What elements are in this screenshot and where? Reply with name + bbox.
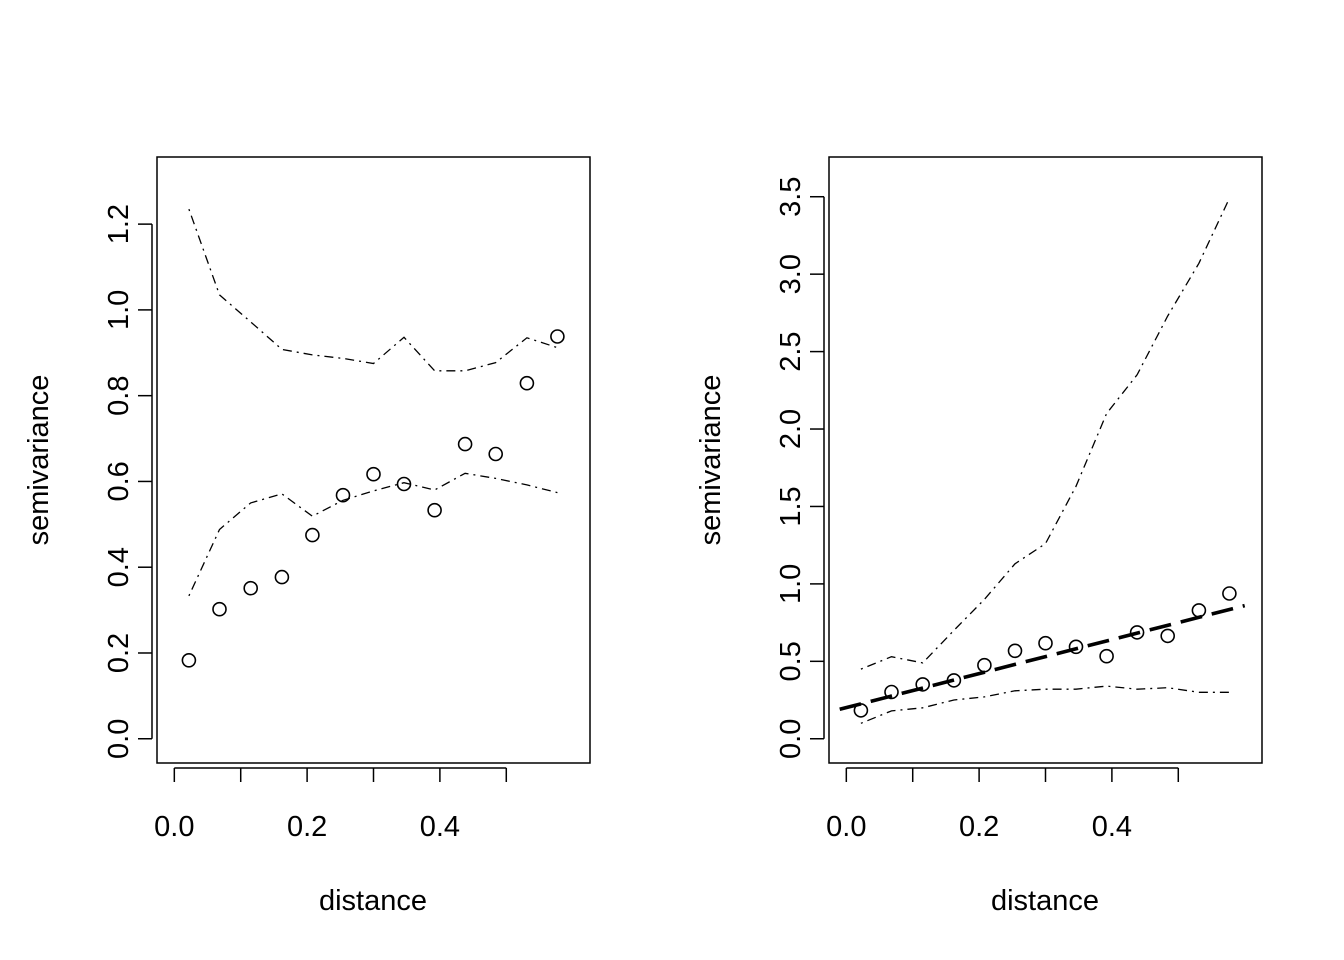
panel-right-x-tick-label-4: 0.4 [1092, 811, 1132, 843]
panel-right-x-axis-label: distance [991, 885, 1099, 917]
panel-right-y-axis-label: semivariance [695, 375, 727, 546]
panel-right-series-envelope-lower [860, 685, 1230, 724]
panel-right-point-5 [1007, 643, 1023, 659]
panel-left-point-0 [181, 652, 197, 668]
panel-left-point-10 [488, 446, 504, 462]
panel-right-point-9 [1129, 625, 1145, 640]
panel-right-y-tick-label-0: 0.0 [775, 719, 807, 759]
panel-right-y-axis: 0.0 0.5 1.0 1.5 2.0 2.5 3.0 3.5 [775, 177, 825, 759]
panel-left-x-tick-label-2: 0.2 [287, 811, 327, 843]
panel-right-y-tick-label-6: 3.0 [775, 254, 807, 294]
panel-right-point-1 [884, 684, 899, 700]
panel-left-point-6 [366, 466, 381, 482]
panel-left-plot-frame [156, 156, 591, 764]
panel-right-x-tick-label-0: 0.0 [826, 811, 866, 843]
panel-left-y-tick-label-5: 1.0 [103, 290, 135, 330]
panel-left-point-5 [335, 487, 351, 503]
panel-left-y-tick-label-3: 0.6 [103, 461, 135, 501]
panel-right-point-4 [977, 657, 992, 673]
panel-left-point-11 [519, 375, 535, 391]
panel-left-y-tick-label-1: 0.2 [103, 633, 135, 673]
panel-left-x-axis-label: distance [319, 885, 427, 917]
panel-right-point-7 [1068, 639, 1084, 655]
panel-left-series-envelope-upper [188, 208, 558, 372]
panel-right-point-11 [1191, 603, 1207, 618]
panel-right: 0.0 0.2 0.4 0.0 0.5 1.0 1.5 2.0 2.5 3.0 3.5 dista… [695, 156, 1263, 917]
panel-right-x-axis: 0.0 0.2 0.4 [826, 767, 1180, 843]
panel-left-series-envelope-lower [188, 472, 558, 597]
panel-right-series-fitted-model [839, 603, 1246, 712]
panel-right-y-tick-label-7: 3.5 [775, 177, 807, 217]
panel-left-y-tick-label-2: 0.4 [103, 547, 135, 587]
panel-left-marks [181, 208, 565, 668]
panel-right-y-tick-label-2: 1.0 [775, 564, 807, 604]
panel-left-point-1 [212, 601, 227, 617]
panel-left-point-7 [396, 476, 412, 492]
panel-left-point-4 [305, 527, 320, 543]
panel-right-point-3 [946, 673, 962, 688]
panel-left-point-12 [550, 329, 565, 344]
panel-right-plot-frame [828, 156, 1263, 764]
panel-right-y-tick-label-3: 1.5 [775, 486, 807, 526]
panel-left-y-tick-label-4: 0.8 [103, 376, 135, 416]
panel-right-point-0 [853, 703, 869, 718]
panel-left-y-tick-label-0: 0.0 [103, 719, 135, 759]
panel-right-x-tick-label-2: 0.2 [959, 811, 999, 843]
panel-right-point-8 [1099, 648, 1114, 664]
panel-right-y-tick-label-4: 2.0 [775, 409, 807, 449]
panel-right-y-tick-label-5: 2.5 [775, 331, 807, 371]
panel-right-marks [839, 198, 1246, 724]
panel-right-series-envelope-upper [860, 198, 1230, 670]
panel-right-point-6 [1038, 635, 1053, 651]
panel-left-x-axis: 0.0 0.2 0.4 [154, 767, 508, 843]
panel-right-y-tick-label-1: 0.5 [775, 641, 807, 681]
panel-left-y-axis-label: semivariance [23, 375, 55, 546]
panel-left-y-tick-label-6: 1.2 [103, 204, 135, 244]
panel-left-point-9 [457, 436, 473, 452]
panel-left-x-tick-label-4: 0.4 [420, 811, 460, 843]
panel-left-point-8 [427, 502, 442, 518]
panel-left-point-2 [243, 580, 258, 596]
panel-right-point-12 [1222, 586, 1237, 601]
panel-right-point-10 [1160, 628, 1175, 644]
panel-right-point-2 [915, 677, 931, 692]
panel-left-x-tick-label-0: 0.0 [154, 811, 194, 843]
panel-left-y-axis: 0.0 0.2 0.4 0.6 0.8 1.0 1.2 [103, 204, 153, 759]
panel-left-point-3 [274, 569, 290, 585]
panel-left: 0.0 0.2 0.4 0.0 0.2 0.4 0.6 0.8 1.0 1.2 distance… [23, 156, 591, 917]
